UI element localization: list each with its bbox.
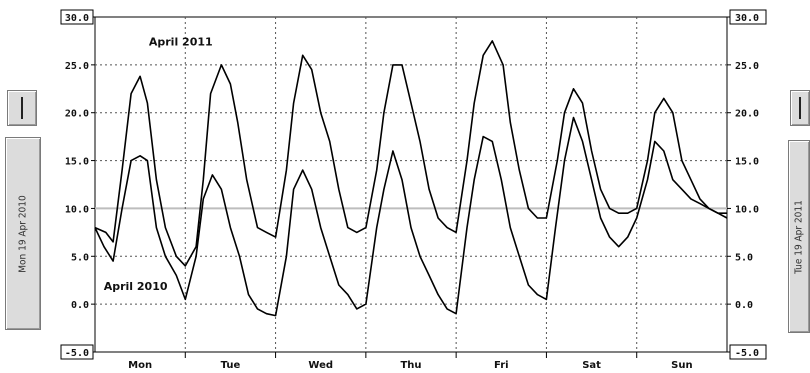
y-tick-label-left: 5.0 [71,252,89,263]
y-tick-label-right: 15.0 [735,157,759,168]
y-tick-label-left: 30.0 [65,13,89,24]
x-tick-label: Tue [221,360,241,371]
series-annotation: April 2010 [104,280,168,293]
x-tick-label: Mon [128,360,152,371]
y-tick-box [729,9,767,25]
y-tick-label-right: 0.0 [735,300,753,311]
bar-icon [799,97,801,119]
axes: 30.0 30.0 25.0 25.0 20.0 20.0 15.0 15.0 10.0 10.0… [60,9,767,371]
x-tick-label: Wed [308,360,333,371]
y-tick-label-left: 10.0 [65,204,89,215]
left-collapse-button[interactable] [7,90,37,126]
series-line-april-2010 [94,116,727,317]
bar-icon [21,97,23,119]
y-tick-label-left: 25.0 [65,61,89,72]
x-tick-label: Sun [671,360,692,371]
x-tick-label: Sat [582,360,601,371]
plot-frame [94,16,728,353]
y-tick-label-left: 0.0 [71,300,89,311]
y-tick-label-left: 20.0 [65,109,89,120]
y-tick-label-right: 30.0 [735,13,759,24]
y-tick-label-right: -5.0 [735,348,759,359]
y-tick-label-right: 5.0 [735,252,753,263]
series-annotation: April 2011 [149,36,213,49]
labels: April 2011 April 2010 [104,36,213,293]
y-tick-label-right: 20.0 [735,109,759,120]
series-layer [94,40,728,317]
y-tick-box [60,344,94,360]
x-tick-label: Thu [400,360,421,371]
grid [94,16,728,353]
y-tick-label-left: 15.0 [65,157,89,168]
y-tick-label-left: -5.0 [65,348,89,359]
y-tick-box [729,344,767,360]
x-tick-label: Fri [494,360,509,371]
series-line-april-2011 [94,40,728,267]
y-tick-label-right: 25.0 [735,61,759,72]
y-tick-label-right: 10.0 [735,204,759,215]
left-date-button[interactable]: Mon 19 Apr 2010 [5,137,41,330]
y-tick-box [60,9,94,25]
